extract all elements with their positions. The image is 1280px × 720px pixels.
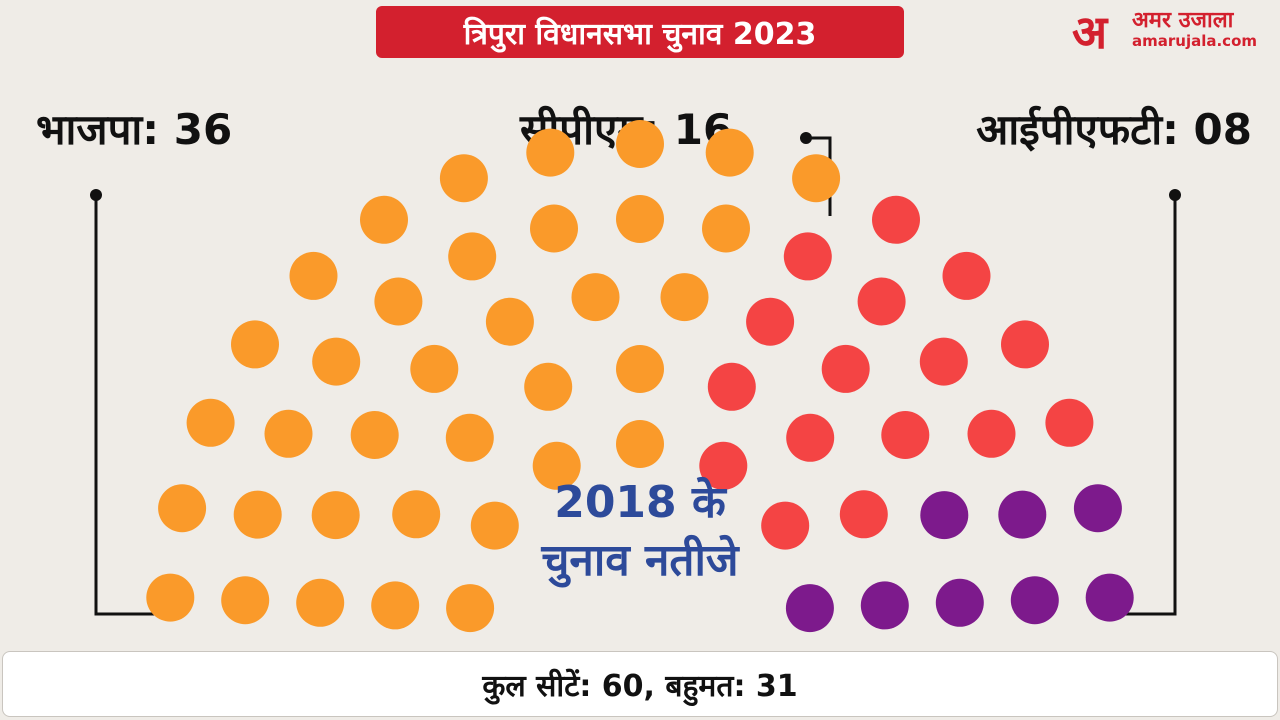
seat-bjp bbox=[616, 345, 664, 393]
seat-bjp bbox=[371, 581, 420, 630]
seat-cpm bbox=[786, 413, 835, 462]
seat-ipft bbox=[785, 584, 834, 633]
seat-bjp bbox=[374, 277, 423, 326]
brand-url: amarujala.com bbox=[1132, 32, 1258, 50]
seat-bjp bbox=[360, 195, 408, 244]
footer-text: कुल सीटें: 60, बहुमत: 31 bbox=[482, 668, 798, 704]
parliament-chart bbox=[90, 120, 1181, 633]
chart-title: त्रिपुरा विधानसभा चुनाव 2023 bbox=[463, 16, 817, 52]
seat-bjp bbox=[526, 128, 575, 177]
seat-bjp bbox=[616, 420, 664, 468]
seat-bjp bbox=[296, 578, 345, 627]
seat-bjp bbox=[616, 195, 664, 243]
seat-cpm bbox=[919, 337, 968, 386]
party-label-bjp: भाजपा: 36 bbox=[36, 105, 233, 154]
leader-line-bjp bbox=[94, 195, 168, 616]
seat-bjp bbox=[530, 204, 578, 253]
seat-bjp bbox=[311, 491, 360, 540]
seat-cpm bbox=[783, 232, 832, 281]
seat-bjp bbox=[485, 297, 534, 346]
seat-cpm bbox=[707, 362, 756, 411]
seat-bjp bbox=[289, 251, 338, 300]
party-label-ipft: आईपीएफटी: 08 bbox=[976, 105, 1252, 154]
caption-line-1: 2018 के bbox=[554, 477, 726, 528]
seat-bjp bbox=[186, 398, 235, 447]
seat-bjp bbox=[660, 273, 709, 322]
chart-caption: 2018 के चुनाव नतीजे bbox=[440, 474, 840, 590]
seat-ipft bbox=[920, 491, 969, 540]
seat-ipft bbox=[1073, 484, 1122, 533]
seat-ipft bbox=[1085, 573, 1134, 622]
seat-bjp bbox=[439, 154, 488, 203]
seat-bjp bbox=[231, 320, 279, 369]
seat-ipft bbox=[1010, 576, 1059, 625]
seat-bjp bbox=[616, 120, 664, 168]
leader-line-ipft bbox=[1110, 195, 1177, 616]
seat-bjp bbox=[410, 344, 459, 393]
seat-bjp bbox=[392, 490, 441, 539]
caption-line-2: चुनाव नतीजे bbox=[541, 535, 739, 586]
seat-cpm bbox=[761, 501, 810, 550]
seat-bjp bbox=[792, 154, 841, 203]
seat-bjp bbox=[571, 273, 620, 322]
seat-cpm bbox=[942, 251, 991, 300]
seat-bjp bbox=[312, 337, 361, 386]
seat-cpm bbox=[1001, 320, 1049, 369]
leader-line-ipft-dot bbox=[1169, 189, 1181, 201]
seat-bjp bbox=[702, 204, 750, 253]
seat-cpm bbox=[839, 490, 888, 539]
title-banner: त्रिपुरा विधानसभा चुनाव 2023 bbox=[376, 6, 904, 58]
seat-bjp bbox=[448, 232, 497, 281]
seat-cpm bbox=[821, 344, 870, 393]
leader-line-bjp-dot bbox=[90, 189, 102, 201]
leader-line-cpm-dot bbox=[800, 132, 812, 144]
seat-group bbox=[146, 120, 1134, 633]
footer-bar: कुल सीटें: 60, बहुमत: 31 bbox=[2, 651, 1278, 717]
seat-ipft bbox=[935, 578, 984, 627]
seat-bjp bbox=[221, 576, 270, 625]
seat-cpm bbox=[699, 441, 748, 490]
seat-bjp bbox=[524, 362, 573, 411]
seat-bjp bbox=[445, 413, 494, 462]
seat-ipft bbox=[860, 581, 909, 630]
seat-ipft bbox=[998, 490, 1047, 539]
seat-bjp bbox=[233, 490, 282, 539]
seat-bjp bbox=[705, 128, 754, 177]
seat-cpm bbox=[872, 195, 920, 244]
seat-bjp bbox=[446, 584, 495, 633]
seat-cpm bbox=[857, 277, 906, 326]
seat-cpm bbox=[881, 411, 930, 459]
seat-bjp bbox=[158, 484, 207, 533]
brand-name: अमर उजाला bbox=[1132, 8, 1234, 33]
seat-cpm bbox=[1045, 398, 1094, 447]
brand-mark: अ bbox=[1072, 5, 1108, 59]
seat-cpm bbox=[967, 409, 1016, 458]
seat-cpm bbox=[746, 297, 795, 346]
seat-bjp bbox=[350, 411, 399, 459]
seat-bjp bbox=[146, 573, 195, 622]
seat-bjp bbox=[470, 501, 519, 550]
brand-logo[interactable]: अ अमर उजाला amarujala.com bbox=[1072, 4, 1272, 59]
seat-bjp bbox=[532, 441, 581, 490]
seat-bjp bbox=[264, 409, 313, 458]
